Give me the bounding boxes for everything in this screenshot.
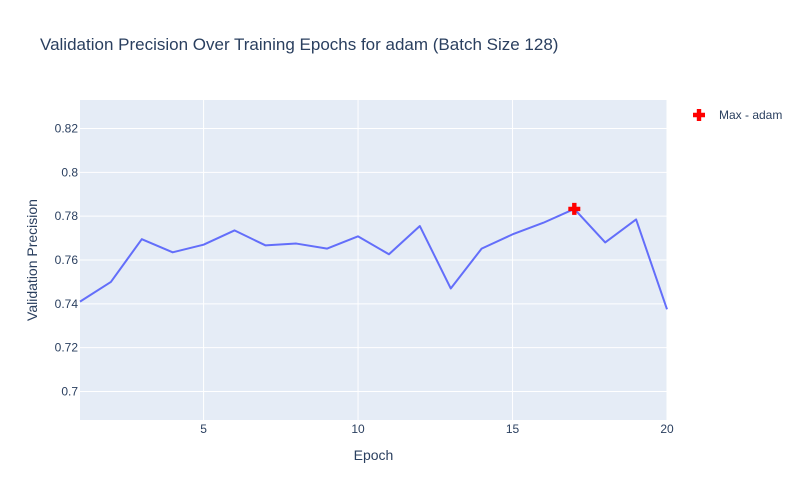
chart-title: Validation Precision Over Training Epoch… [40,35,558,54]
x-axis-ticks: 5 10 15 20 [200,422,674,436]
y-tick-label: 0.7 [61,385,78,399]
y-axis-title: Validation Precision [24,199,40,321]
x-tick-label: 15 [506,422,520,436]
y-tick-label: 0.82 [55,121,79,135]
y-tick-label: 0.8 [61,165,78,179]
y-tick-label: 0.72 [55,341,79,355]
y-axis-ticks: 0.7 0.72 0.74 0.76 0.78 0.8 0.82 [55,121,79,398]
series-layer [79,202,668,310]
legend[interactable]: Max - adam [693,108,782,122]
x-tick-label: 20 [660,422,674,436]
x-tick-label: 5 [200,422,207,436]
y-tick-label: 0.74 [55,297,79,311]
legend-label-max-adam: Max - adam [719,108,782,122]
x-tick-label: 10 [351,422,365,436]
series-line-adam [79,207,668,310]
max-marker [568,202,581,215]
legend-marker-max-adam [693,109,705,121]
grid [80,100,668,420]
x-axis-title: Epoch [354,447,394,463]
y-tick-label: 0.76 [55,253,79,267]
y-tick-label: 0.78 [55,209,79,223]
